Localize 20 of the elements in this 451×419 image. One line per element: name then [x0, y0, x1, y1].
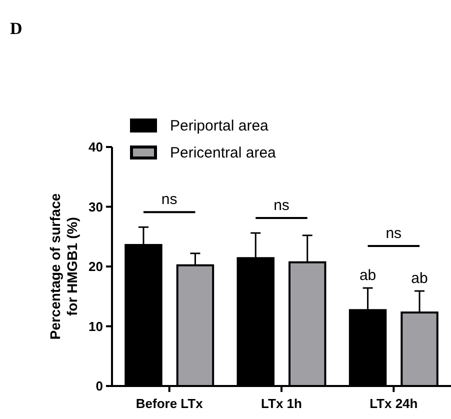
significance-bracket: ns: [143, 191, 196, 214]
significance-bracket: ns: [256, 197, 308, 220]
y-tick-label: 20: [88, 259, 103, 274]
annotation: ns: [161, 191, 178, 208]
x-tick-label: Before LTx: [136, 396, 204, 411]
legend-label: Periportal area: [170, 117, 270, 134]
annotation: ab: [411, 270, 428, 287]
legend-label: Pericentral area: [170, 144, 277, 162]
annotation: ns: [274, 197, 290, 214]
y-tick-label: 10: [88, 318, 103, 334]
y-axis-title: Percentage of surface for HMGB1 (%): [47, 193, 80, 340]
x-tick-label: LTx 1h: [261, 396, 302, 411]
significance-bracket: ns: [368, 225, 420, 247]
y-tick-label: 40: [88, 140, 103, 155]
annotation: ab: [359, 267, 376, 284]
chart-title: D: [10, 19, 22, 38]
x-tick-label: LTx 24h: [370, 396, 418, 411]
annotation: ns: [386, 225, 402, 242]
y-tick-label: 30: [88, 199, 103, 214]
y-tick-label: 0: [96, 378, 103, 394]
